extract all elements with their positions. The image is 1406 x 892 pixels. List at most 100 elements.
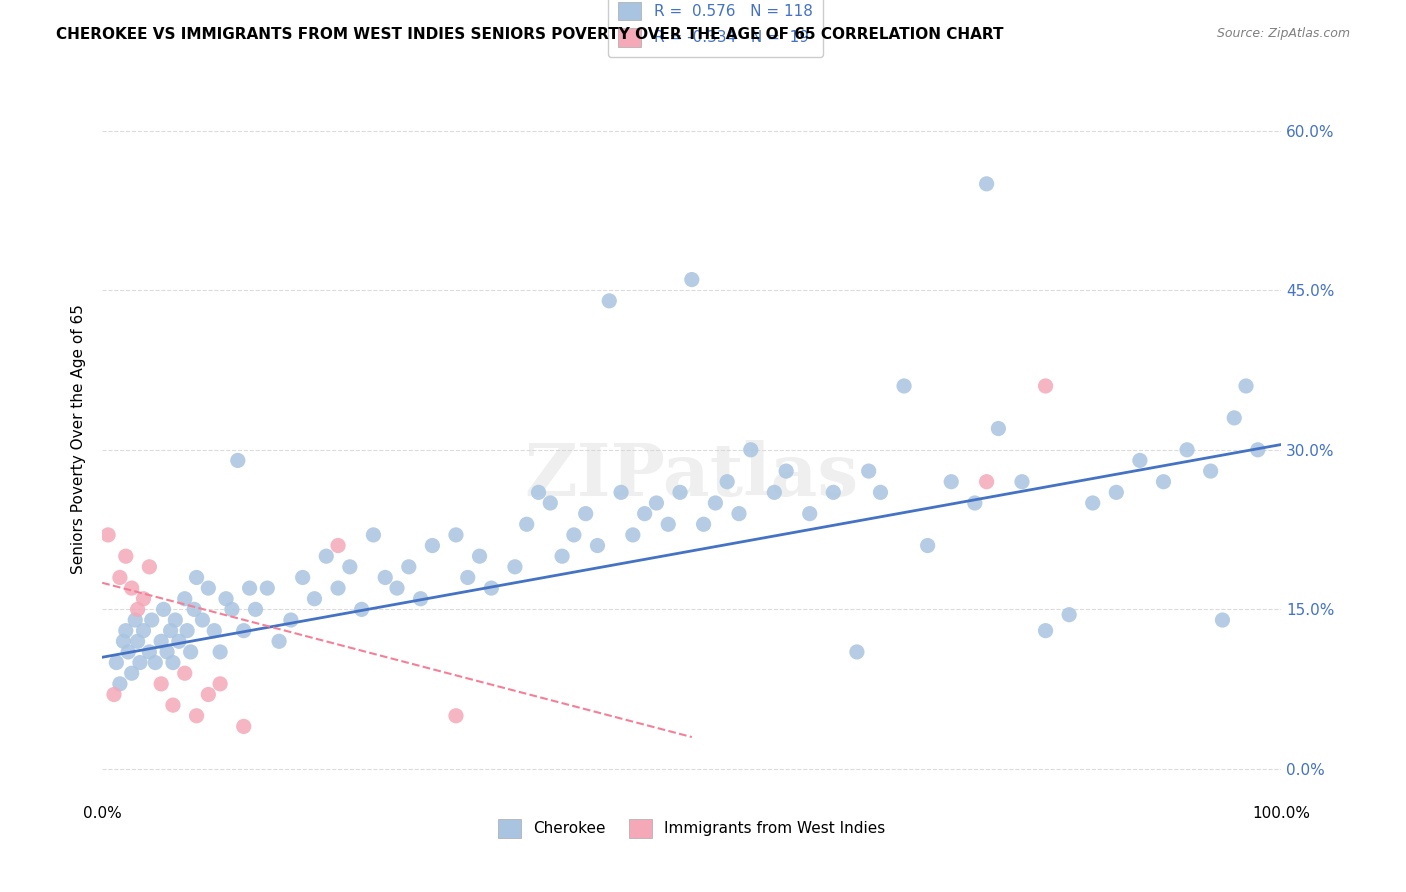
Point — [728, 507, 751, 521]
Point — [681, 272, 703, 286]
Point — [893, 379, 915, 393]
Point — [304, 591, 326, 606]
Point — [516, 517, 538, 532]
Point — [245, 602, 267, 616]
Point — [385, 581, 408, 595]
Point — [610, 485, 633, 500]
Point — [976, 475, 998, 489]
Point — [108, 677, 131, 691]
Point — [114, 624, 136, 638]
Point — [138, 559, 160, 574]
Point — [121, 666, 143, 681]
Point — [326, 581, 349, 595]
Point — [138, 645, 160, 659]
Point — [444, 528, 467, 542]
Point — [422, 539, 444, 553]
Point — [657, 517, 679, 532]
Point — [858, 464, 880, 478]
Point — [112, 634, 135, 648]
Y-axis label: Seniors Poverty Over the Age of 65: Seniors Poverty Over the Age of 65 — [72, 304, 86, 574]
Point — [186, 570, 208, 584]
Point — [704, 496, 727, 510]
Point — [621, 528, 644, 542]
Text: ZIPatlas: ZIPatlas — [524, 440, 859, 511]
Point — [173, 591, 195, 606]
Point — [127, 634, 149, 648]
Point — [152, 602, 174, 616]
Point — [239, 581, 262, 595]
Point — [143, 656, 166, 670]
Point — [339, 559, 361, 574]
Point — [1011, 475, 1033, 489]
Point — [291, 570, 314, 584]
Point — [1105, 485, 1128, 500]
Point — [124, 613, 146, 627]
Point — [845, 645, 868, 659]
Point — [374, 570, 396, 584]
Point — [232, 624, 254, 638]
Point — [173, 666, 195, 681]
Point — [763, 485, 786, 500]
Point — [987, 421, 1010, 435]
Point — [280, 613, 302, 627]
Point — [132, 591, 155, 606]
Point — [150, 677, 173, 691]
Point — [232, 719, 254, 733]
Point — [159, 624, 181, 638]
Point — [121, 581, 143, 595]
Point — [645, 496, 668, 510]
Point — [326, 539, 349, 553]
Point — [692, 517, 714, 532]
Point — [1234, 379, 1257, 393]
Point — [1223, 410, 1246, 425]
Point — [315, 549, 337, 564]
Point — [457, 570, 479, 584]
Point — [97, 528, 120, 542]
Point — [575, 507, 598, 521]
Point — [551, 549, 574, 564]
Point — [141, 613, 163, 627]
Point — [132, 624, 155, 638]
Point — [976, 177, 998, 191]
Point — [197, 688, 219, 702]
Point — [1035, 379, 1057, 393]
Point — [162, 698, 184, 713]
Point — [409, 591, 432, 606]
Point — [186, 708, 208, 723]
Point — [775, 464, 797, 478]
Point — [209, 677, 232, 691]
Point — [468, 549, 491, 564]
Point — [150, 634, 173, 648]
Point — [398, 559, 420, 574]
Point — [127, 602, 149, 616]
Point — [165, 613, 187, 627]
Point — [586, 539, 609, 553]
Point — [256, 581, 278, 595]
Point — [129, 656, 152, 670]
Point — [527, 485, 550, 500]
Point — [444, 708, 467, 723]
Point — [215, 591, 238, 606]
Point — [823, 485, 845, 500]
Point — [917, 539, 939, 553]
Point — [191, 613, 214, 627]
Point — [1153, 475, 1175, 489]
Point — [209, 645, 232, 659]
Point — [799, 507, 821, 521]
Text: CHEROKEE VS IMMIGRANTS FROM WEST INDIES SENIORS POVERTY OVER THE AGE OF 65 CORRE: CHEROKEE VS IMMIGRANTS FROM WEST INDIES … — [56, 27, 1004, 42]
Point — [221, 602, 243, 616]
Point — [503, 559, 526, 574]
Legend: Cherokee, Immigrants from West Indies: Cherokee, Immigrants from West Indies — [492, 813, 891, 844]
Point — [202, 624, 225, 638]
Point — [105, 656, 128, 670]
Point — [197, 581, 219, 595]
Point — [156, 645, 179, 659]
Point — [226, 453, 249, 467]
Point — [538, 496, 561, 510]
Point — [176, 624, 198, 638]
Point — [1129, 453, 1152, 467]
Point — [180, 645, 202, 659]
Point — [103, 688, 125, 702]
Point — [716, 475, 738, 489]
Point — [1175, 442, 1198, 457]
